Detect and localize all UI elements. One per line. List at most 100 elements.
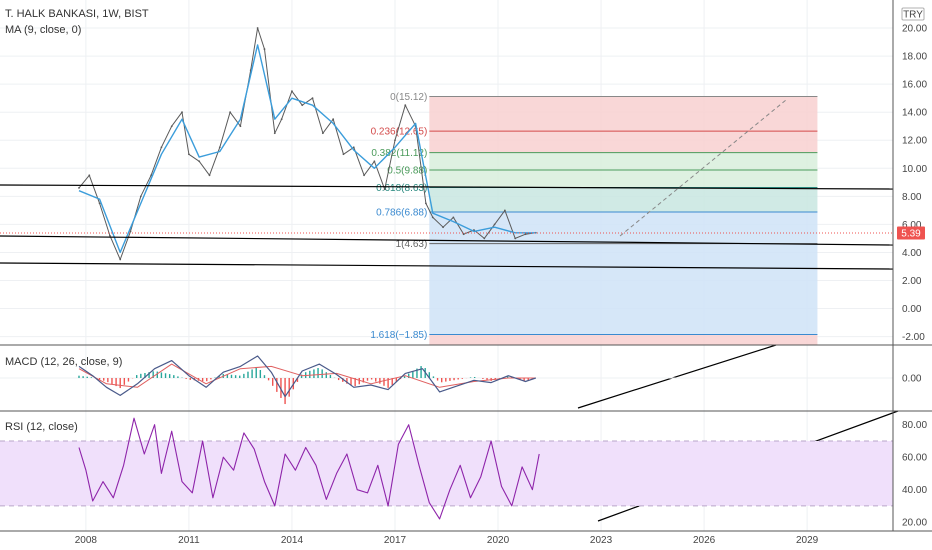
- price-point: [198, 160, 201, 163]
- fib-zone: [429, 243, 818, 335]
- fib-zone: [429, 334, 818, 345]
- fib-zone: [429, 212, 818, 244]
- fib-zone: [429, 96, 818, 132]
- chart-title: T. HALK BANKASI, 1W, BIST: [5, 8, 149, 20]
- macd-signal-line: [78, 363, 536, 388]
- price-tick-label: 8.00: [902, 192, 922, 203]
- rsi-tick-label: 20.00: [902, 518, 927, 529]
- price-point: [404, 104, 407, 107]
- price-point: [442, 226, 444, 229]
- trend-line-middle: [0, 235, 894, 246]
- time-tick-label: 2023: [590, 535, 613, 546]
- price-point: [88, 174, 91, 177]
- fib-level-label: 1(4.63): [396, 239, 428, 250]
- rsi-tick-label: 40.00: [902, 485, 927, 496]
- price-series-group: [78, 27, 537, 261]
- ma-line: [78, 44, 536, 254]
- macd-pane: 0.00: [0, 355, 922, 405]
- fib-level-label: 0.236(12.65): [371, 127, 428, 138]
- price-point: [150, 174, 153, 177]
- price-point: [139, 195, 142, 198]
- price-point: [208, 174, 211, 177]
- price-point: [218, 146, 221, 149]
- macd-tick-label: 0.00: [902, 374, 922, 385]
- price-tick-label: -2.00: [902, 332, 925, 343]
- price-tick-label: 10.00: [902, 164, 927, 175]
- price-point: [332, 118, 335, 121]
- rsi-indicator-title: RSI (12, close): [5, 421, 78, 433]
- fib-level-label: 0.618(8.63): [376, 183, 427, 194]
- time-tick-label: 2008: [75, 535, 98, 546]
- time-tick-label: 2014: [281, 535, 304, 546]
- ma-indicator-title: MA (9, close, 0): [5, 24, 81, 36]
- fib-zone: [429, 152, 818, 170]
- price-point: [431, 216, 434, 219]
- price-point: [170, 125, 173, 128]
- price-tick-label: 12.00: [902, 136, 927, 147]
- price-point: [342, 153, 345, 156]
- price-point: [352, 146, 355, 149]
- time-tick-label: 2017: [384, 535, 407, 546]
- last-price-tag: 5.39: [897, 226, 925, 240]
- price-point: [291, 90, 293, 93]
- price-point: [263, 48, 266, 50]
- rsi-band: [0, 440, 893, 506]
- fib-zone: [429, 187, 818, 213]
- time-tick-label: 2029: [796, 535, 819, 546]
- macd-trend-line: [577, 344, 777, 409]
- price-tick-label: 6.00: [902, 220, 922, 231]
- trend-line-lower: [0, 262, 894, 270]
- currency-label: TRY: [903, 10, 923, 21]
- trend-line-upper: [0, 184, 894, 190]
- price-point: [280, 118, 283, 121]
- price-point: [363, 174, 365, 177]
- price-point: [373, 160, 376, 163]
- price-point: [239, 125, 242, 128]
- time-tick-label: 2020: [487, 535, 510, 546]
- fibonacci-retracement[interactable]: 0(15.12) 0.236(12.65) 0.382(11.12) 0.5(9.88…: [370, 92, 818, 345]
- fib-level-label: 0(15.12): [390, 92, 427, 103]
- rsi-pane: 20.00 40.00 60.00 80.00: [0, 417, 927, 529]
- price-point: [78, 187, 80, 189]
- time-axis[interactable]: 2008 2011 2014 2017 2020 2023 2026 2029: [75, 535, 819, 546]
- price-point: [383, 188, 386, 191]
- price-point: [514, 237, 517, 240]
- price-point: [462, 233, 465, 236]
- rsi-tick-label: 60.00: [902, 453, 927, 464]
- price-point: [160, 146, 163, 149]
- price-tick-label: 2.00: [902, 276, 922, 287]
- price-point: [229, 111, 232, 114]
- fib-level-label: 0.382(11.12): [371, 148, 427, 159]
- last-price-value: 5.39: [901, 228, 921, 239]
- fib-level-label: 0.5(9.88): [387, 165, 427, 176]
- price-point: [493, 223, 496, 226]
- price-point: [256, 27, 259, 29]
- price-point: [181, 111, 183, 114]
- price-point: [483, 237, 486, 240]
- rsi-line: [78, 417, 540, 520]
- price-point: [394, 139, 396, 142]
- price-point: [98, 202, 101, 205]
- macd-line: [78, 355, 536, 398]
- price-point: [129, 230, 132, 233]
- price-tick-label: 0.00: [902, 304, 922, 315]
- price-point: [452, 216, 455, 219]
- price-point: [311, 97, 314, 100]
- price-tick-label: 18.00: [902, 52, 927, 63]
- price-point: [301, 104, 304, 107]
- price-point: [109, 234, 111, 237]
- macd-indicator-title: MACD (12, 26, close, 9): [5, 356, 122, 368]
- time-tick-label: 2026: [693, 535, 716, 546]
- price-point: [273, 132, 276, 135]
- price-point: [424, 202, 427, 205]
- price-point: [119, 258, 122, 261]
- currency-badge: TRY: [901, 7, 925, 21]
- price-tick-label: 20.00: [902, 24, 927, 35]
- price-tick-label: 4.00: [902, 248, 922, 259]
- price-axis[interactable]: -2.00 0.00 2.00 4.00 6.00 8.00 10.00 12.00 14.00…: [902, 24, 927, 344]
- fib-diagonal-line: [619, 99, 787, 237]
- fib-level-label: 0.786(6.88): [376, 208, 427, 219]
- price-tick-label: 14.00: [902, 108, 927, 119]
- fib-level-label: 1.618(−1.85): [370, 330, 427, 341]
- price-tick-label: 16.00: [902, 80, 927, 91]
